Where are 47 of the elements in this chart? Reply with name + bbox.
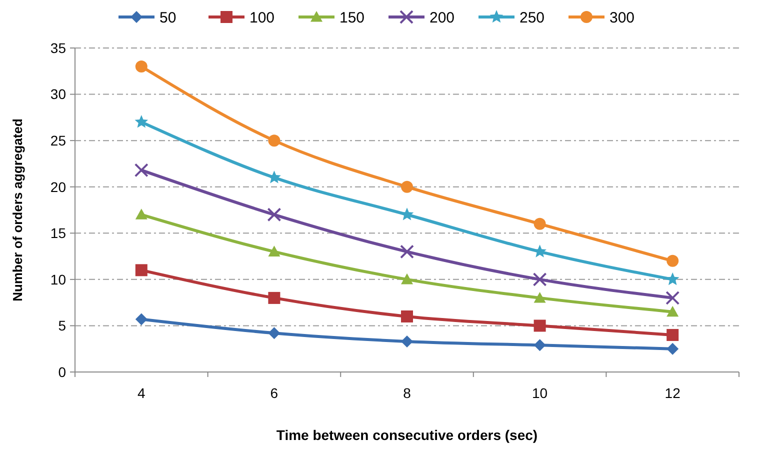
point [135,60,148,73]
legend-label: 200 [430,9,455,26]
x-tick-label: 12 [664,385,681,401]
point [134,163,148,178]
legend-label: 300 [610,9,635,26]
point [666,290,680,305]
point [401,273,413,284]
x-tick-label: 10 [532,385,548,401]
y-tick-label: 0 [58,364,66,380]
legend-label: 150 [340,9,365,26]
x-axis-title: Time between consecutive orders (sec) [276,427,538,443]
point [666,306,679,317]
point [666,342,679,355]
y-tick-label: 5 [58,318,66,334]
point [401,180,413,193]
point [268,246,280,256]
point [400,244,414,259]
y-tick-label: 15 [50,225,66,242]
point [666,254,679,267]
y-tick-label: 10 [50,271,66,288]
point [268,327,280,340]
point [268,292,280,304]
y-axis-title: Number of orders aggregated [10,118,25,302]
point [534,292,546,303]
y-tick-label: 35 [50,40,66,56]
y-tick-label: 20 [50,178,66,195]
x-tick-label: 6 [270,385,278,401]
point [401,310,413,322]
legend-label: 250 [520,9,545,26]
point [401,335,413,348]
x-tick-label: 4 [138,385,146,401]
point [268,134,280,147]
x-tick-label: 8 [403,385,412,401]
point [534,320,546,332]
legend-label: 50 [160,9,176,26]
point [532,272,547,286]
y-tick-label: 25 [50,132,66,148]
point [534,218,546,230]
point [534,339,546,352]
point [135,208,148,220]
y-tick-label: 30 [50,86,66,102]
point [666,328,679,341]
point [135,264,148,276]
legend-label: 100 [250,9,275,26]
point [267,208,282,222]
point [134,115,148,128]
point [135,313,148,326]
